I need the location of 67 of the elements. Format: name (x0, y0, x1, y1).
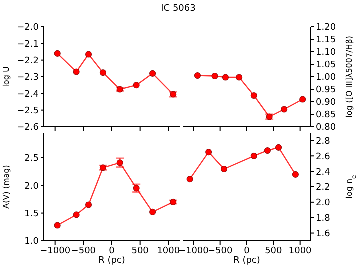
point (222, 74, 230, 81)
y2-tick-label: 1.00 (316, 73, 336, 84)
y2-tick-label: 1.20 (316, 23, 336, 34)
point (275, 144, 282, 151)
point (73, 212, 80, 218)
point (281, 106, 288, 113)
point (73, 68, 80, 76)
chart-title: IC 5063 (160, 4, 197, 14)
point (236, 74, 243, 81)
y-tick-label: −2.6 (17, 123, 40, 134)
point (206, 148, 212, 156)
y-tick-label: 1.5 (24, 210, 39, 220)
point (194, 72, 202, 80)
point (220, 166, 228, 173)
x-axis-title: R (pc) (232, 256, 262, 266)
y2-tick-label: 1.15 (316, 36, 336, 46)
point (250, 152, 258, 160)
y2-tick-label: 2.2 (316, 183, 330, 194)
y2-tick-label: 0.90 (316, 98, 336, 108)
y2-tick-label: 2.6 (316, 152, 331, 162)
x-tick-label: 500 (265, 246, 283, 256)
y2-tick-label: 0.95 (316, 86, 336, 96)
point (292, 171, 299, 178)
y-tick-label: −2.1 (17, 40, 39, 50)
x-tick-label: 1000 (157, 246, 180, 256)
y2-tick-label: 1.05 (316, 60, 336, 71)
x-tick-label: −1000 (178, 246, 210, 256)
point (150, 70, 156, 77)
y-tick-label: 2.0 (24, 182, 40, 192)
x-tick-label: 500 (132, 246, 150, 256)
x-axis-title: R (pc) (98, 256, 126, 266)
point (264, 147, 271, 154)
point (133, 82, 140, 89)
y2-tick-label: 1.8 (316, 214, 331, 224)
y-axis-title: log U (2, 66, 11, 88)
y-tick-label: 1.0 (24, 237, 40, 248)
point (212, 72, 218, 80)
x-tick-label: −500 (71, 246, 96, 256)
point (85, 202, 92, 208)
y2-tick-label: 0.80 (316, 123, 336, 134)
y-tick-label: −2.0 (17, 23, 40, 34)
point (54, 222, 61, 229)
y2-axis-title: log ([O III]λ5007/Hβ) (345, 36, 354, 118)
point (250, 92, 258, 100)
y-tick-label: −2.5 (17, 106, 39, 117)
x-tick-label: 0 (109, 246, 116, 256)
point (186, 176, 194, 183)
y-tick-label: −2.2 (17, 56, 39, 67)
point (85, 51, 92, 58)
y2-tick-label: 2.4 (316, 168, 331, 178)
y2-tick-label: 0.85 (316, 110, 336, 121)
y2-tick-label: 1.6 (316, 229, 331, 240)
point (54, 50, 61, 57)
y-axis-title: A(V) (mag) (2, 165, 11, 209)
point (300, 96, 306, 103)
x-tick-label: 1000 (288, 246, 312, 256)
y-tick-label: −2.3 (17, 73, 39, 84)
point (150, 208, 156, 216)
x-tick-label: −1000 (40, 246, 71, 256)
x-tick-label: 0 (244, 246, 250, 256)
y-tick-label: 2.5 (24, 154, 39, 164)
y-tick-label: −2.4 (17, 90, 40, 100)
y2-tick-label: 2.8 (316, 136, 331, 147)
point (100, 70, 107, 76)
x-tick-label: −500 (208, 246, 233, 256)
y2-tick-label: 1.10 (316, 48, 336, 58)
y2-tick-label: 2.0 (316, 198, 331, 209)
